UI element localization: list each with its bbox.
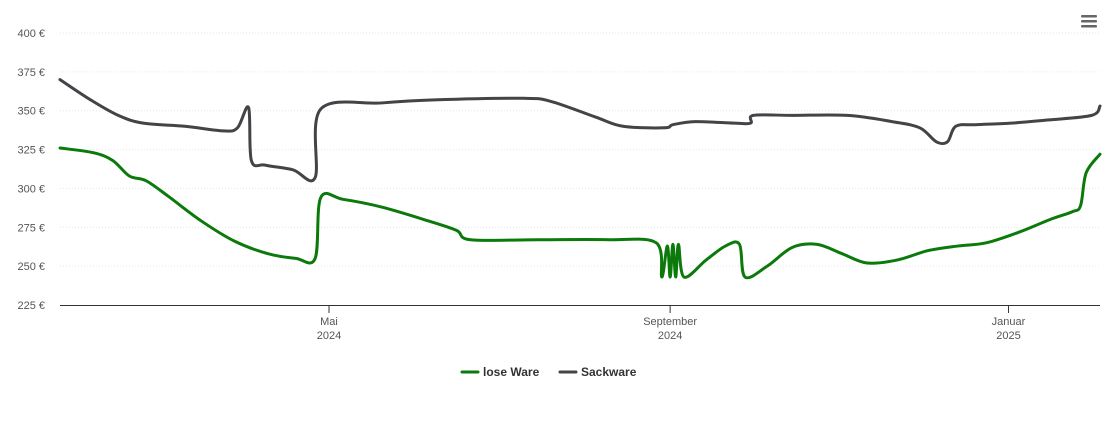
y-tick-label: 350 €: [17, 106, 45, 118]
x-tick-year: 2024: [317, 330, 341, 342]
menu-icon[interactable]: [1081, 15, 1097, 28]
legend-item[interactable]: Sackware: [558, 365, 637, 379]
plot-area: [58, 78, 1102, 280]
y-tick-label: 225 €: [17, 300, 45, 312]
y-tick-label: 400 €: [17, 28, 45, 40]
y-tick-label: 325 €: [17, 145, 45, 157]
x-tick-month: Mai: [320, 316, 338, 328]
legend-item[interactable]: lose Ware: [460, 365, 540, 379]
legend[interactable]: lose Ware Sackware: [460, 365, 637, 379]
series-line-sackware: [58, 78, 1102, 183]
x-tick-month: Januar: [992, 316, 1026, 328]
y-tick-label: 375 €: [17, 67, 45, 79]
y-tick-label: 300 €: [17, 183, 45, 195]
legend-label: Sackware: [581, 365, 637, 379]
x-tick-year: 2024: [658, 330, 682, 342]
y-tick-label: 250 €: [17, 261, 45, 273]
legend-label: lose Ware: [483, 365, 540, 379]
y-axis: 225 € 250 € 275 € 300 € 325 € 350 € 375 € 400 €: [17, 28, 45, 312]
y-tick-label: 275 €: [17, 222, 45, 234]
series-line-lose-ware: [58, 146, 1102, 280]
x-tick-month: September: [643, 316, 697, 328]
x-tick-year: 2025: [996, 330, 1020, 342]
x-axis: Mai 2024 September 2024 Januar 2025: [60, 305, 1100, 342]
